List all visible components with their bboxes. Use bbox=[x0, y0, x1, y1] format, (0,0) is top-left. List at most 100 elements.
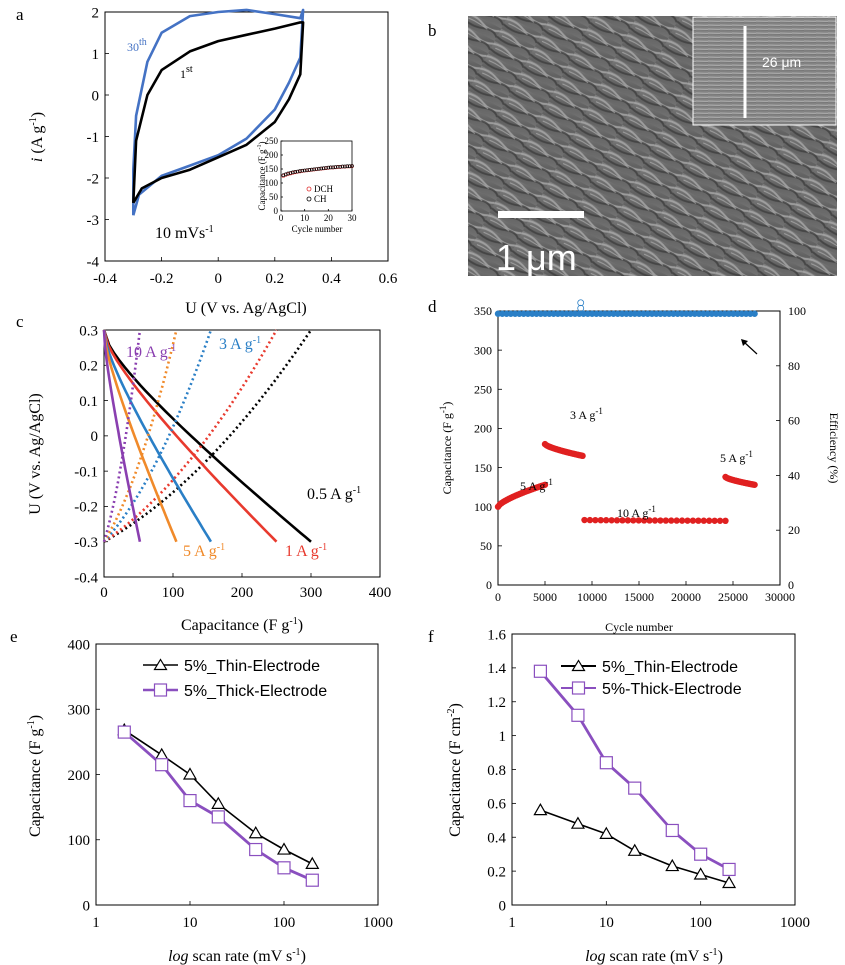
axis-ticks: 0 100 200 300 400 -0.4 -0.3 -0.2 -0.1 0 0.1 0.2 0.3 bbox=[74, 323, 391, 601]
panel-d-cycling-chart: 0 5000 10000 15000 20000 25000 300000501001502… bbox=[438, 299, 841, 634]
capacitance-point bbox=[722, 517, 729, 525]
y-tick-label: 0.2 bbox=[487, 864, 506, 880]
panel-letter-c: c bbox=[16, 312, 24, 331]
capacitance-point bbox=[695, 517, 702, 524]
discharge-curve bbox=[102, 329, 312, 543]
legend-marker-triangle bbox=[153, 658, 168, 671]
inset-point-ch bbox=[291, 170, 295, 175]
y-tick-label: 300 bbox=[68, 703, 91, 719]
triangle-marker bbox=[305, 856, 320, 869]
inset-point-ch bbox=[326, 165, 331, 170]
x-axis-title: log scan rate (mV s-1) bbox=[585, 947, 723, 965]
triangle-marker bbox=[627, 843, 642, 856]
inset-point-ch bbox=[300, 168, 305, 173]
rate-label-10: 10 A g-1 bbox=[617, 504, 656, 520]
y-tick-label: 250 bbox=[265, 136, 279, 146]
capacitance-point bbox=[673, 517, 680, 524]
x-tick-label: 300 bbox=[300, 585, 323, 601]
y-tick-label: 100 bbox=[474, 500, 492, 514]
inset-y-axis-title: Capacitance (F g-1) bbox=[257, 142, 267, 211]
capacitance-point bbox=[716, 517, 724, 524]
capacitance-point bbox=[635, 517, 642, 524]
capacitance-point bbox=[711, 517, 718, 524]
legend-marker-triangle bbox=[571, 659, 586, 672]
y2-tick-label: 20 bbox=[788, 523, 800, 537]
y-tick-label: 50 bbox=[269, 192, 279, 202]
x-tick-label: 0.6 bbox=[379, 271, 398, 287]
legend-marker-square bbox=[153, 683, 168, 697]
efficiency-outlier bbox=[577, 299, 585, 307]
x-tick-label: 5000 bbox=[533, 590, 557, 604]
y-axis-title: Capacitance (F cm-2) bbox=[446, 703, 464, 837]
inset-axis-ticks: 0 10 20 30 0 50 100 150 200 250 bbox=[265, 136, 358, 223]
y-tick-label: 0 bbox=[486, 578, 492, 592]
x-axis-title: Capacitance (F g-1) bbox=[181, 616, 303, 634]
inset-point-ch bbox=[314, 167, 319, 171]
series-group bbox=[533, 664, 737, 889]
panel-letter-d: d bbox=[428, 297, 437, 316]
inset-series-group bbox=[281, 164, 354, 178]
y-tick-label: -0.4 bbox=[74, 570, 98, 586]
y-tick-label: 1 bbox=[92, 47, 100, 63]
y-tick-label: 0.4 bbox=[487, 831, 506, 847]
x-tick-label: 15000 bbox=[624, 590, 654, 604]
x-tick-label: 20 bbox=[324, 213, 334, 223]
triangle-marker bbox=[248, 826, 263, 839]
y-tick-label: 400 bbox=[68, 637, 91, 653]
capacitance-point bbox=[602, 517, 610, 524]
square-marker bbox=[571, 708, 585, 722]
inset-point-ch bbox=[324, 166, 328, 170]
y-tick-label: 0.6 bbox=[487, 797, 506, 813]
legend-label-thin: 5%_Thin-Electrode bbox=[184, 658, 320, 675]
x-tick-label: 1000 bbox=[363, 915, 393, 931]
capacitance-point bbox=[751, 481, 758, 488]
y-axis-title: Capacitance (F g-1) bbox=[438, 402, 454, 495]
inset-point-ch bbox=[281, 173, 286, 177]
legend-label-thick: 5%-Thick-Electrode bbox=[602, 681, 742, 698]
square-marker bbox=[183, 793, 197, 808]
capacitance-point bbox=[586, 516, 594, 524]
series-label-30th: 30th bbox=[127, 37, 147, 54]
y-tick-label: 200 bbox=[68, 768, 91, 784]
capacitance-point bbox=[700, 517, 707, 524]
y-tick-label: 0 bbox=[91, 429, 99, 445]
square-marker bbox=[277, 861, 291, 875]
y-tick-label: 0 bbox=[499, 898, 507, 914]
series-group bbox=[494, 299, 758, 525]
series-group bbox=[117, 722, 320, 887]
arrow-head bbox=[741, 339, 748, 346]
sem-inset-cross-section bbox=[692, 16, 837, 126]
x-tick-label: 1 bbox=[508, 915, 516, 931]
plot-frame bbox=[497, 310, 781, 586]
scan-rate-annotation: 10 mVs-1 bbox=[155, 224, 214, 242]
capacitance-point bbox=[613, 517, 621, 524]
x-tick-label: 25000 bbox=[718, 590, 748, 604]
inset-point-ch bbox=[298, 169, 302, 173]
inset-legend-ch: CH bbox=[314, 194, 327, 204]
rate-label-5: 5 A g-1 bbox=[183, 542, 225, 560]
capacitance-point bbox=[579, 452, 586, 460]
y2-tick-label: 60 bbox=[788, 414, 800, 428]
inset-point-ch bbox=[350, 164, 354, 168]
triangle-marker bbox=[276, 842, 292, 855]
rate-label-10: 10 A g-1 bbox=[126, 343, 176, 361]
series-group bbox=[132, 8, 305, 216]
capacitance-point bbox=[597, 516, 604, 524]
panel-c-gcd-chart: 0 100 200 300 400-0.4-0.3-0.2-0.100.10.20.3 … bbox=[27, 323, 391, 634]
inset-chart: 0 10 20 30 0 50 100 150 200 250 DCH CH Cycle numb… bbox=[257, 136, 357, 234]
x-tick-label: 1000 bbox=[780, 915, 810, 931]
y-tick-label: 250 bbox=[474, 382, 492, 396]
y-tick-label: -2 bbox=[87, 171, 100, 187]
x-tick-label: 400 bbox=[369, 585, 392, 601]
y-tick-label: -1 bbox=[87, 130, 100, 146]
square-marker bbox=[722, 862, 736, 877]
panel-e-rate-chart: 1 10 100 1000 0 100 200 300 400 5%_Thin-Electrod… bbox=[26, 637, 393, 965]
y2-tick-label: 40 bbox=[788, 468, 800, 482]
y-tick-label: -4 bbox=[87, 254, 100, 270]
x-tick-label: 0 bbox=[100, 585, 108, 601]
inset-point-ch bbox=[340, 164, 345, 169]
charge-curve bbox=[102, 329, 178, 543]
x-tick-label: 30000 bbox=[765, 590, 795, 604]
inset-point-ch bbox=[328, 165, 333, 170]
capacitance-point bbox=[657, 517, 664, 524]
